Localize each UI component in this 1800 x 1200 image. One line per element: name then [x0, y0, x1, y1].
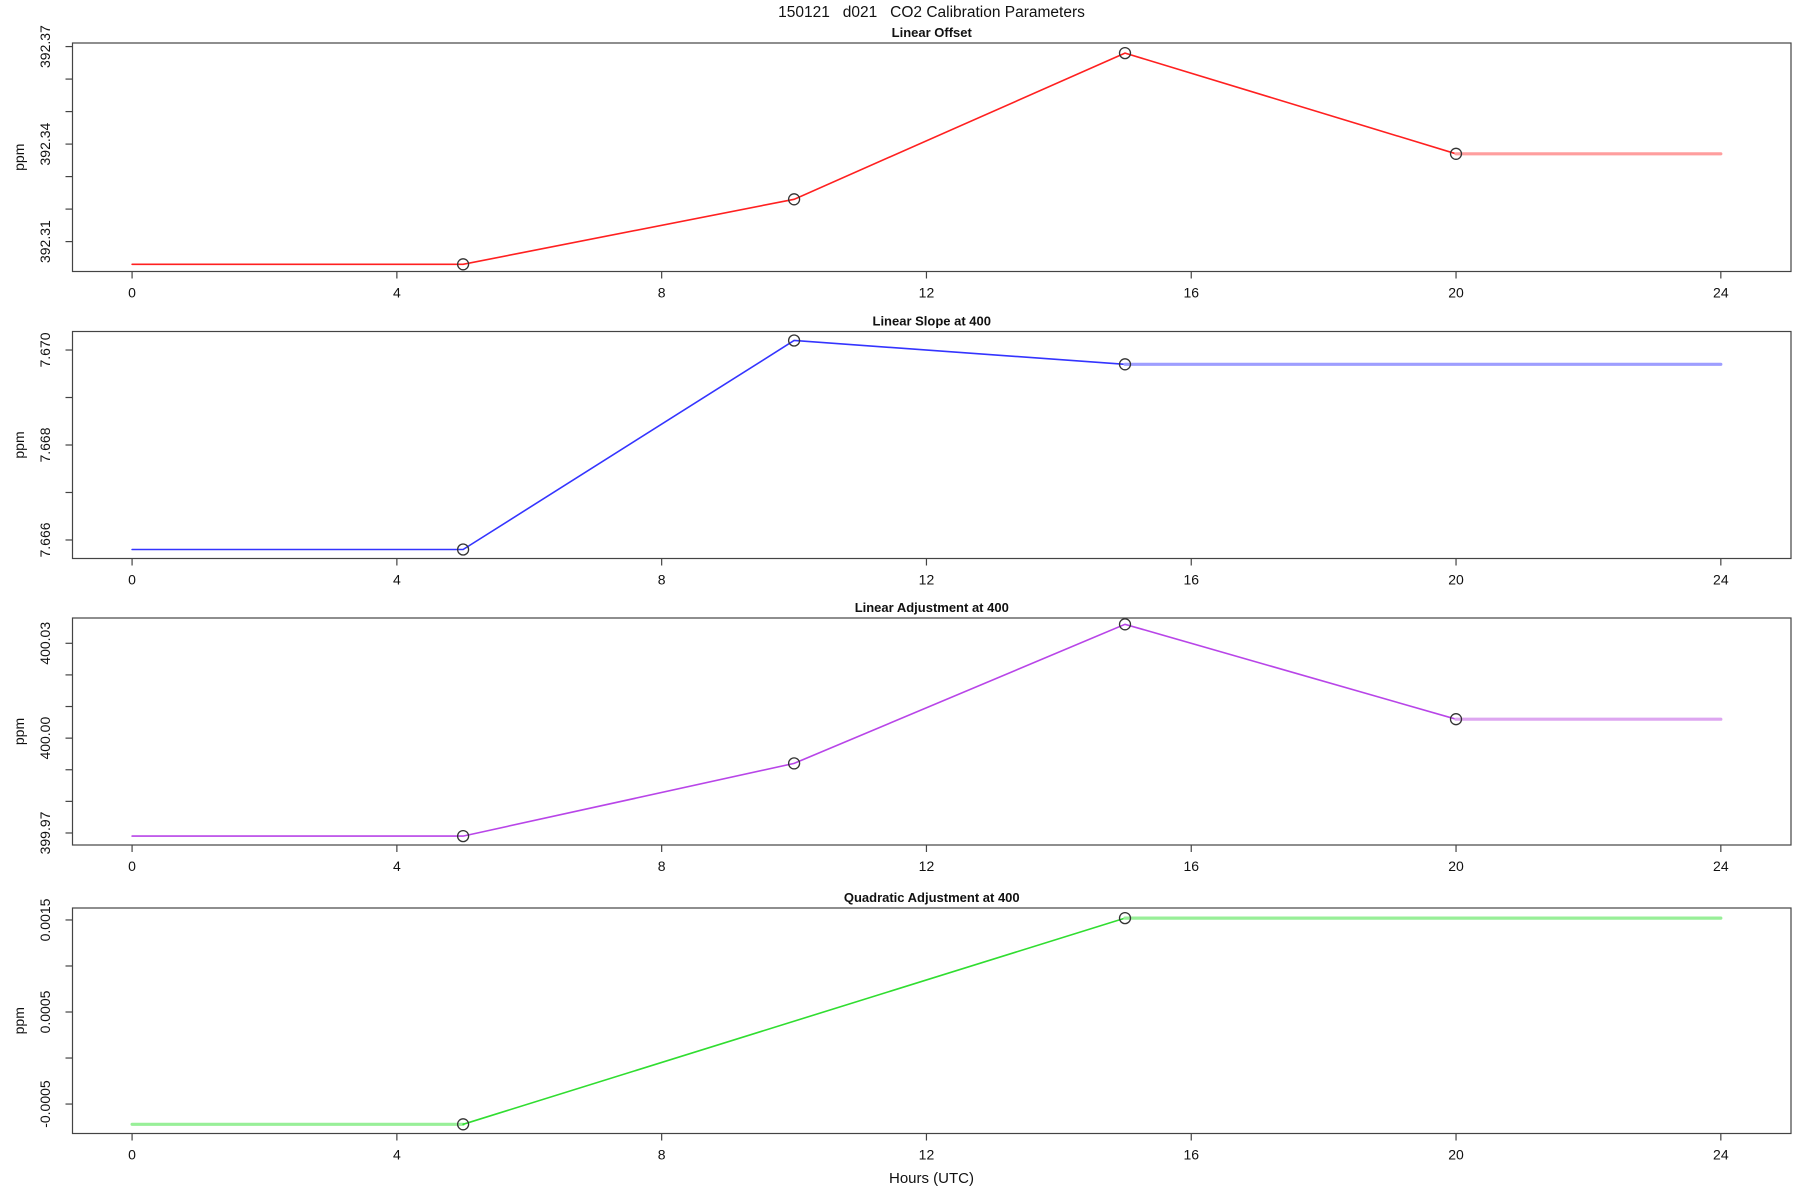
x-tick-label: 12 [919, 858, 935, 874]
y-tick-label: 0.0015 [37, 898, 53, 941]
y-tick-label: 392.37 [37, 25, 53, 68]
data-point-marker [787, 757, 801, 770]
panel-title: Quadratic Adjustment at 400 [844, 890, 1020, 905]
x-axis-label: Hours (UTC) [889, 1170, 974, 1187]
x-tick-label: 8 [658, 572, 666, 588]
x-tick-label: 20 [1448, 1147, 1464, 1163]
x-tick-label: 12 [919, 285, 935, 301]
x-tick-label: 16 [1183, 285, 1199, 301]
data-point-marker [456, 1118, 470, 1131]
x-tick-label: 20 [1448, 858, 1464, 874]
y-tick-label: 399.97 [37, 811, 53, 854]
plot-box [71, 42, 1792, 273]
x-tick-label: 24 [1713, 285, 1729, 301]
plot-box [71, 907, 1792, 1135]
panel-linear-adjustment-at-400: Linear Adjustment at 400 0 4 8 12 16 20 24 399.9… [11, 600, 1792, 874]
y-tick-label: 400.03 [37, 622, 53, 665]
x-tick-label: 20 [1448, 285, 1464, 301]
x-tick-label: 16 [1183, 572, 1199, 588]
data-point-marker [1449, 147, 1463, 160]
x-tick-label: 8 [658, 285, 666, 301]
y-tick-label: 7.670 [37, 332, 53, 367]
series-line [131, 339, 1126, 551]
x-tick-label: 0 [128, 858, 136, 874]
data-point-marker [456, 829, 470, 843]
data-point-marker [456, 543, 470, 556]
x-tick-label: 8 [658, 858, 666, 874]
panel-title: Linear Slope at 400 [873, 314, 992, 329]
x-tick-label: 8 [658, 1147, 666, 1163]
x-tick-label: 0 [128, 285, 136, 301]
data-point-marker [787, 334, 801, 347]
panel-linear-slope-at-400: Linear Slope at 400 0 4 8 12 16 20 24 7.666 7.668… [11, 314, 1792, 588]
x-tick-label: 16 [1183, 1147, 1199, 1163]
x-tick-label: 24 [1713, 858, 1729, 874]
x-tick-label: 12 [919, 1147, 935, 1163]
data-point-marker [1118, 46, 1132, 60]
series-line [131, 52, 1457, 266]
data-point-marker [1118, 911, 1132, 925]
x-tick-label: 20 [1448, 572, 1464, 588]
data-point-marker [1449, 713, 1463, 726]
data-point-marker [1118, 618, 1132, 631]
x-tick-label: 24 [1713, 1147, 1729, 1163]
x-tick-label: 0 [128, 1147, 136, 1163]
figure-title: 150121 d021 CO2 Calibration Parameters [778, 4, 1085, 21]
x-tick-label: 4 [393, 858, 401, 874]
y-tick-label: 0.0005 [37, 990, 53, 1033]
panel-linear-offset: Linear Offset 0 4 8 12 16 20 24 392.31 392.34 392.… [11, 25, 1792, 301]
panel-title: Linear Offset [892, 25, 973, 40]
panel-quadratic-adjustment-at-400: Quadratic Adjustment at 400 0 4 8 12 16 20 24 -0… [11, 890, 1792, 1163]
y-axis-label: ppm [11, 144, 27, 171]
y-tick-label: -0.0005 [37, 1080, 53, 1128]
data-point-marker [787, 193, 801, 206]
y-tick-label: 400.00 [37, 717, 53, 760]
x-tick-label: 24 [1713, 572, 1729, 588]
x-tick-label: 4 [393, 285, 401, 301]
y-axis-label: ppm [11, 431, 27, 458]
x-tick-label: 12 [919, 572, 935, 588]
y-tick-label: 392.34 [37, 122, 53, 165]
panel-title: Linear Adjustment at 400 [855, 600, 1009, 615]
y-tick-label: 392.31 [37, 220, 53, 263]
y-tick-label: 7.668 [37, 427, 53, 462]
y-tick-label: 7.666 [37, 522, 53, 557]
series-line [462, 917, 1126, 1126]
x-tick-label: 4 [393, 1147, 401, 1163]
plot-box [71, 617, 1792, 846]
series-line [131, 623, 1457, 837]
data-point-marker [1118, 358, 1132, 371]
y-axis-label: ppm [11, 1007, 27, 1034]
data-point-marker [456, 258, 470, 271]
y-axis-label: ppm [11, 718, 27, 745]
x-tick-label: 0 [128, 572, 136, 588]
x-tick-label: 4 [393, 572, 401, 588]
x-tick-label: 16 [1183, 858, 1199, 874]
